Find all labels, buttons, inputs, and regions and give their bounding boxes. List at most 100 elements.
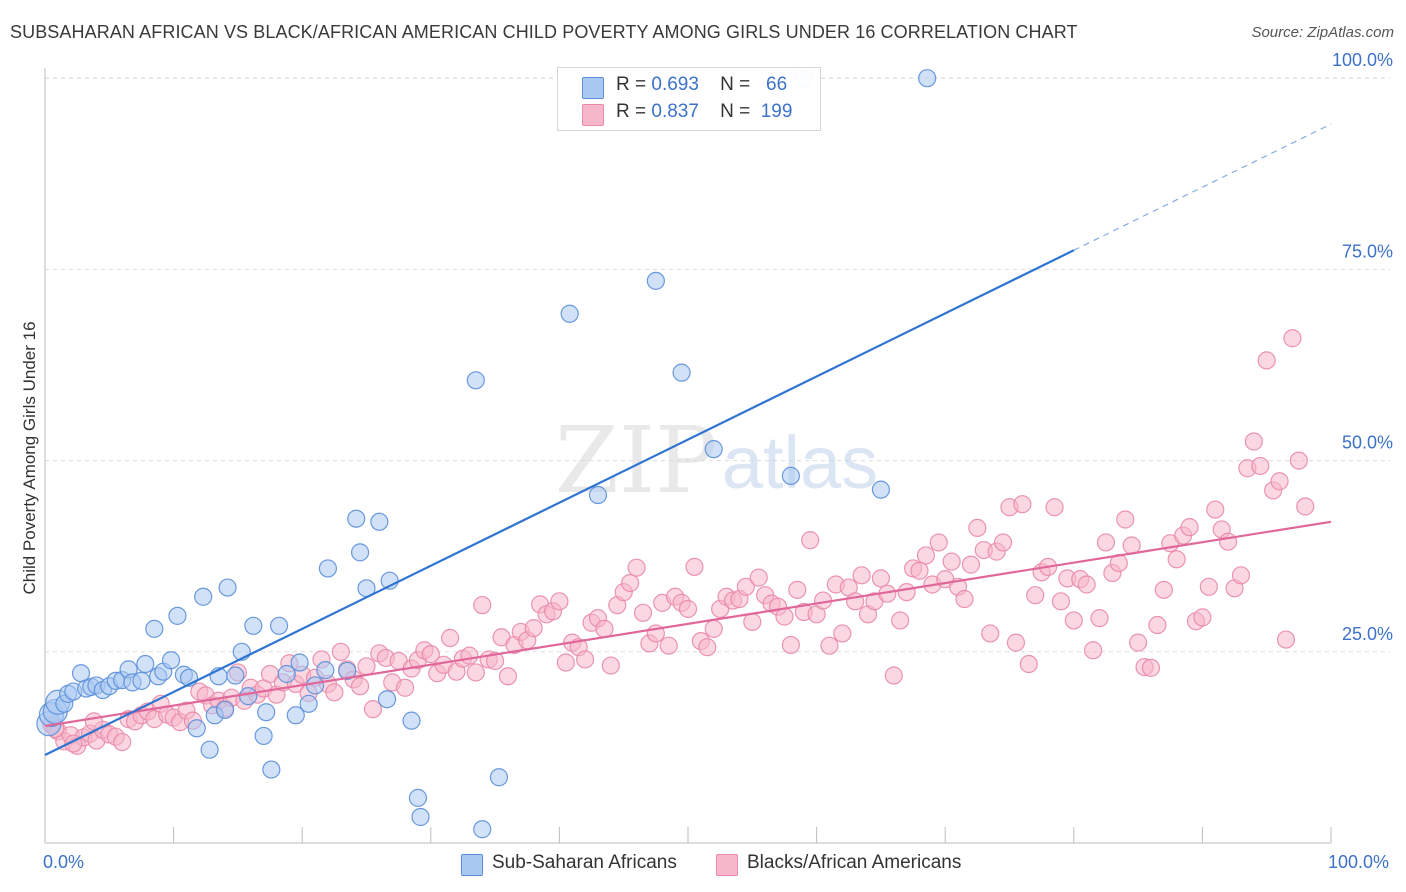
sub-saharan-point-50	[350, 543, 370, 562]
blacks-point-114	[775, 607, 794, 626]
sub-saharan-point-48	[338, 661, 357, 681]
blacks-point-71	[498, 667, 518, 686]
r-value: 0.837	[651, 101, 699, 122]
sub-saharan-point-32	[218, 578, 237, 597]
trend-lines	[44, 123, 1332, 757]
blacks-point-192	[1276, 630, 1296, 649]
blacks-point-140	[942, 552, 961, 571]
blacks-point-183	[1219, 532, 1238, 551]
blacks-point-131	[884, 666, 903, 685]
blacks-point-50	[363, 700, 383, 719]
sub-saharan-point-58	[466, 371, 485, 390]
blacks-point-86	[595, 619, 614, 638]
sub-saharan-point-65	[704, 440, 723, 459]
blacks-point-96	[659, 636, 678, 655]
series-blacks-african-americans	[42, 329, 1315, 755]
x-tick-label-min: 0.0%	[43, 852, 85, 872]
chart-title: SUBSAHARAN AFRICAN VS BLACK/AFRICAN AMER…	[10, 22, 1078, 42]
blacks-point-129	[871, 569, 891, 588]
blacks-point-164	[1096, 533, 1116, 552]
sub-saharan-point-17	[132, 671, 151, 690]
y-tick-label-25: 25.0%	[1342, 624, 1393, 644]
blacks-point-148	[993, 533, 1013, 552]
blacks-point-163	[1090, 609, 1109, 628]
blacks-point-102	[698, 638, 717, 657]
r-label: R =	[616, 101, 647, 122]
sub-saharan-point-28	[200, 740, 219, 759]
blacks-point-144	[968, 518, 987, 538]
r-label: R =	[616, 74, 647, 95]
blacks-point-138	[929, 533, 948, 552]
sub-saharan-point-64	[672, 363, 691, 382]
blacks-point-157	[1051, 592, 1071, 611]
sub-saharan-point-45	[305, 676, 325, 695]
trend-line-sub-saharan	[44, 249, 1075, 757]
blacks-point-172	[1148, 615, 1167, 635]
sub-saharan-point-62	[588, 485, 608, 505]
blacks-point-175	[1167, 550, 1186, 569]
blacks-point-100	[685, 557, 704, 577]
blacks-point-135	[910, 561, 929, 580]
r-value: 0.693	[651, 74, 699, 95]
sub-saharan-point-38	[257, 703, 276, 722]
gridlines	[45, 77, 1390, 653]
sub-saharan-point-44	[299, 694, 318, 713]
sub-saharan-point-36	[244, 616, 263, 635]
blacks-point-99	[678, 599, 698, 619]
blacks-point-151	[1013, 495, 1032, 514]
sub-saharan-point-22	[161, 651, 181, 670]
blacks-point-90	[621, 573, 640, 593]
legend-label-sub-saharan: Sub-Saharan Africans	[492, 852, 677, 873]
blacks-point-80	[556, 653, 575, 672]
sub-saharan-point-40	[269, 616, 289, 635]
sub-saharan-point-67	[871, 480, 891, 499]
y-tick-labels: 25.0% 50.0% 75.0% 100.0%	[1332, 50, 1393, 644]
y-tick-label-100: 100.0%	[1332, 50, 1393, 70]
series-sub-saharan-africans	[36, 69, 937, 839]
sub-saharan-point-33	[226, 666, 245, 685]
blacks-point-45	[331, 642, 350, 661]
sub-saharan-point-39	[262, 760, 281, 779]
watermark-atlas: atlas	[722, 421, 878, 504]
blacks-point-173	[1154, 580, 1173, 599]
blacks-point-132	[891, 611, 910, 630]
blacks-point-108	[736, 577, 755, 596]
sub-saharan-point-31	[215, 700, 235, 720]
trend-line-blacks	[44, 520, 1332, 728]
blacks-point-116	[788, 580, 807, 599]
sub-saharan-point-49	[347, 509, 366, 528]
blacks-point-188	[1251, 456, 1270, 476]
watermark-zip: ZIP	[555, 407, 717, 514]
sub-saharan-point-59	[473, 820, 492, 839]
legend-swatch-blue	[461, 854, 483, 876]
watermark: ZIP atlas	[555, 407, 878, 514]
blacks-point-161	[1077, 575, 1096, 594]
blacks-point-92	[633, 603, 653, 622]
sub-saharan-point-68	[918, 69, 937, 88]
sub-saharan-point-60	[489, 768, 509, 787]
sub-saharan-point-55	[402, 711, 421, 730]
blacks-point-118	[801, 531, 820, 550]
blacks-point-87	[601, 656, 620, 675]
blacks-point-55	[395, 678, 415, 697]
sub-saharan-point-46	[316, 661, 335, 680]
blacks-point-133	[897, 583, 916, 602]
blacks-point-75	[524, 618, 543, 638]
blacks-point-191	[1270, 472, 1289, 491]
legend-label-blacks: Blacks/African Americans	[747, 852, 962, 873]
blacks-point-156	[1045, 498, 1064, 517]
blacks-point-59	[421, 644, 440, 664]
blacks-point-169	[1128, 633, 1148, 652]
blacks-point-195	[1296, 497, 1315, 516]
y-tick-label-50: 50.0%	[1342, 433, 1393, 453]
blacks-point-146	[981, 624, 1000, 643]
stats-text-pink: R = 0.837 N = 199	[616, 101, 792, 123]
blacks-point-66	[466, 663, 485, 682]
blacks-point-142	[955, 589, 974, 609]
sub-saharan-point-37	[254, 726, 273, 746]
sub-saharan-point-23	[168, 606, 187, 625]
blacks-point-69	[486, 651, 505, 671]
sub-saharan-point-19	[145, 619, 164, 638]
sub-saharan-point-66	[781, 466, 800, 485]
